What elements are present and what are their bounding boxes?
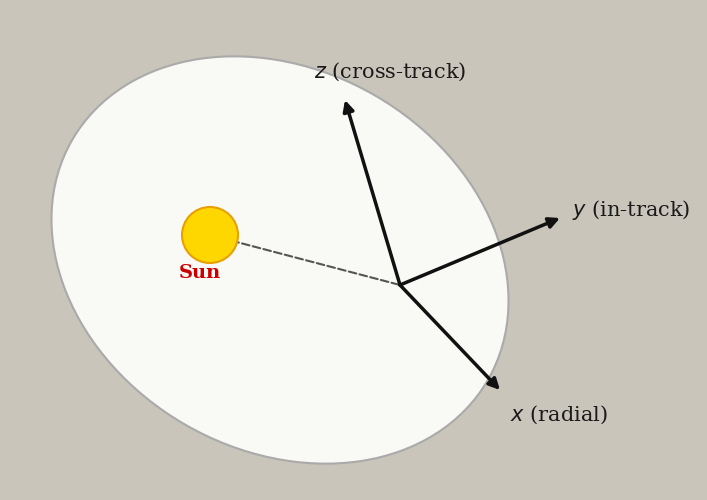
Circle shape: [182, 207, 238, 263]
Text: Sun: Sun: [179, 264, 221, 282]
Text: $z$ (cross-track): $z$ (cross-track): [314, 61, 466, 83]
Text: $x$ (radial): $x$ (radial): [510, 404, 608, 426]
Text: $y$ (in-track): $y$ (in-track): [572, 198, 691, 222]
Ellipse shape: [52, 56, 508, 464]
